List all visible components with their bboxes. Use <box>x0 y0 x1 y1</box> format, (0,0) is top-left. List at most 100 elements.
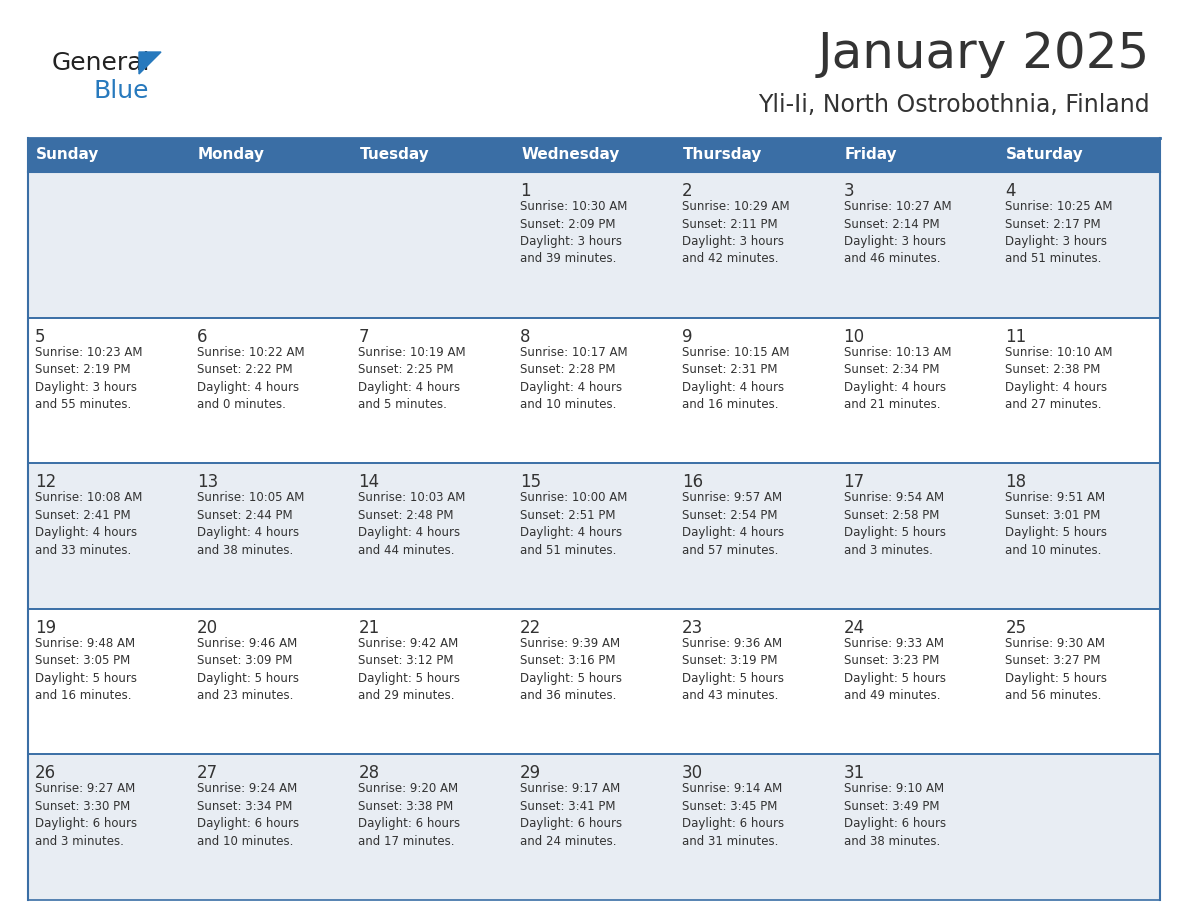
Text: 12: 12 <box>34 473 56 491</box>
Text: 23: 23 <box>682 619 703 637</box>
Text: Sunrise: 10:29 AM
Sunset: 2:11 PM
Daylight: 3 hours
and 42 minutes.: Sunrise: 10:29 AM Sunset: 2:11 PM Daylig… <box>682 200 790 265</box>
Bar <box>352 609 513 755</box>
Text: 22: 22 <box>520 619 542 637</box>
Text: Sunrise: 9:39 AM
Sunset: 3:16 PM
Daylight: 5 hours
and 36 minutes.: Sunrise: 9:39 AM Sunset: 3:16 PM Dayligh… <box>520 637 623 702</box>
Bar <box>675 464 836 609</box>
Bar <box>998 755 1159 900</box>
Bar <box>29 172 190 318</box>
Bar <box>29 609 190 755</box>
Bar <box>513 464 675 609</box>
Text: Sunrise: 10:22 AM
Sunset: 2:22 PM
Daylight: 4 hours
and 0 minutes.: Sunrise: 10:22 AM Sunset: 2:22 PM Daylig… <box>197 345 304 411</box>
Bar <box>352 138 513 172</box>
Text: Sunrise: 10:10 AM
Sunset: 2:38 PM
Daylight: 4 hours
and 27 minutes.: Sunrise: 10:10 AM Sunset: 2:38 PM Daylig… <box>1005 345 1113 411</box>
Text: 17: 17 <box>843 473 865 491</box>
Bar <box>836 172 998 318</box>
Bar <box>998 172 1159 318</box>
Text: 20: 20 <box>197 619 217 637</box>
Text: 31: 31 <box>843 765 865 782</box>
Bar <box>190 172 352 318</box>
Text: Sunrise: 9:20 AM
Sunset: 3:38 PM
Daylight: 6 hours
and 17 minutes.: Sunrise: 9:20 AM Sunset: 3:38 PM Dayligh… <box>359 782 461 848</box>
Text: Monday: Monday <box>197 148 265 162</box>
Bar <box>675 609 836 755</box>
Bar <box>836 609 998 755</box>
Bar <box>675 755 836 900</box>
Bar <box>998 464 1159 609</box>
Text: Sunrise: 10:00 AM
Sunset: 2:51 PM
Daylight: 4 hours
and 51 minutes.: Sunrise: 10:00 AM Sunset: 2:51 PM Daylig… <box>520 491 627 556</box>
Text: Sunrise: 9:27 AM
Sunset: 3:30 PM
Daylight: 6 hours
and 3 minutes.: Sunrise: 9:27 AM Sunset: 3:30 PM Dayligh… <box>34 782 137 848</box>
Text: Sunrise: 10:30 AM
Sunset: 2:09 PM
Daylight: 3 hours
and 39 minutes.: Sunrise: 10:30 AM Sunset: 2:09 PM Daylig… <box>520 200 627 265</box>
Bar <box>836 318 998 464</box>
Text: Sunrise: 10:19 AM
Sunset: 2:25 PM
Daylight: 4 hours
and 5 minutes.: Sunrise: 10:19 AM Sunset: 2:25 PM Daylig… <box>359 345 466 411</box>
Text: Sunrise: 9:30 AM
Sunset: 3:27 PM
Daylight: 5 hours
and 56 minutes.: Sunrise: 9:30 AM Sunset: 3:27 PM Dayligh… <box>1005 637 1107 702</box>
Bar <box>29 464 190 609</box>
Text: Sunrise: 9:17 AM
Sunset: 3:41 PM
Daylight: 6 hours
and 24 minutes.: Sunrise: 9:17 AM Sunset: 3:41 PM Dayligh… <box>520 782 623 848</box>
Text: 9: 9 <box>682 328 693 345</box>
Text: 19: 19 <box>34 619 56 637</box>
Bar <box>352 464 513 609</box>
Text: Sunrise: 9:36 AM
Sunset: 3:19 PM
Daylight: 5 hours
and 43 minutes.: Sunrise: 9:36 AM Sunset: 3:19 PM Dayligh… <box>682 637 784 702</box>
Text: Sunday: Sunday <box>36 148 100 162</box>
Text: 30: 30 <box>682 765 703 782</box>
Text: 4: 4 <box>1005 182 1016 200</box>
Text: Yli-Ii, North Ostrobothnia, Finland: Yli-Ii, North Ostrobothnia, Finland <box>758 93 1150 117</box>
Text: 27: 27 <box>197 765 217 782</box>
Bar <box>29 138 190 172</box>
Bar <box>513 172 675 318</box>
Text: Friday: Friday <box>845 148 897 162</box>
Text: 28: 28 <box>359 765 379 782</box>
Bar <box>998 138 1159 172</box>
Text: 16: 16 <box>682 473 703 491</box>
Text: Sunrise: 9:51 AM
Sunset: 3:01 PM
Daylight: 5 hours
and 10 minutes.: Sunrise: 9:51 AM Sunset: 3:01 PM Dayligh… <box>1005 491 1107 556</box>
Bar <box>836 138 998 172</box>
Text: Sunrise: 9:14 AM
Sunset: 3:45 PM
Daylight: 6 hours
and 31 minutes.: Sunrise: 9:14 AM Sunset: 3:45 PM Dayligh… <box>682 782 784 848</box>
Bar <box>513 138 675 172</box>
Bar <box>190 464 352 609</box>
Text: 10: 10 <box>843 328 865 345</box>
Bar <box>190 755 352 900</box>
Text: 5: 5 <box>34 328 45 345</box>
Text: Sunrise: 10:13 AM
Sunset: 2:34 PM
Daylight: 4 hours
and 21 minutes.: Sunrise: 10:13 AM Sunset: 2:34 PM Daylig… <box>843 345 952 411</box>
Bar <box>352 318 513 464</box>
Bar <box>513 318 675 464</box>
Text: 2: 2 <box>682 182 693 200</box>
Bar <box>190 318 352 464</box>
Bar <box>998 609 1159 755</box>
Text: Thursday: Thursday <box>683 148 763 162</box>
Bar <box>836 464 998 609</box>
Text: Sunrise: 10:27 AM
Sunset: 2:14 PM
Daylight: 3 hours
and 46 minutes.: Sunrise: 10:27 AM Sunset: 2:14 PM Daylig… <box>843 200 952 265</box>
Bar <box>352 172 513 318</box>
Text: January 2025: January 2025 <box>817 30 1150 78</box>
Text: 29: 29 <box>520 765 542 782</box>
Text: Sunrise: 10:08 AM
Sunset: 2:41 PM
Daylight: 4 hours
and 33 minutes.: Sunrise: 10:08 AM Sunset: 2:41 PM Daylig… <box>34 491 143 556</box>
Text: Sunrise: 9:57 AM
Sunset: 2:54 PM
Daylight: 4 hours
and 57 minutes.: Sunrise: 9:57 AM Sunset: 2:54 PM Dayligh… <box>682 491 784 556</box>
Text: 8: 8 <box>520 328 531 345</box>
Text: Sunrise: 9:42 AM
Sunset: 3:12 PM
Daylight: 5 hours
and 29 minutes.: Sunrise: 9:42 AM Sunset: 3:12 PM Dayligh… <box>359 637 461 702</box>
Bar <box>836 755 998 900</box>
Bar <box>675 318 836 464</box>
Text: Tuesday: Tuesday <box>360 148 429 162</box>
Text: 6: 6 <box>197 328 207 345</box>
Bar <box>29 318 190 464</box>
Text: Sunrise: 10:05 AM
Sunset: 2:44 PM
Daylight: 4 hours
and 38 minutes.: Sunrise: 10:05 AM Sunset: 2:44 PM Daylig… <box>197 491 304 556</box>
Text: 25: 25 <box>1005 619 1026 637</box>
Text: 24: 24 <box>843 619 865 637</box>
Text: 1: 1 <box>520 182 531 200</box>
Text: Sunrise: 9:46 AM
Sunset: 3:09 PM
Daylight: 5 hours
and 23 minutes.: Sunrise: 9:46 AM Sunset: 3:09 PM Dayligh… <box>197 637 298 702</box>
Text: General: General <box>52 51 151 75</box>
Text: Sunrise: 10:03 AM
Sunset: 2:48 PM
Daylight: 4 hours
and 44 minutes.: Sunrise: 10:03 AM Sunset: 2:48 PM Daylig… <box>359 491 466 556</box>
Text: 15: 15 <box>520 473 542 491</box>
Text: Sunrise: 10:17 AM
Sunset: 2:28 PM
Daylight: 4 hours
and 10 minutes.: Sunrise: 10:17 AM Sunset: 2:28 PM Daylig… <box>520 345 627 411</box>
Bar <box>513 609 675 755</box>
Bar <box>675 172 836 318</box>
Text: Saturday: Saturday <box>1006 148 1083 162</box>
Text: Sunrise: 9:24 AM
Sunset: 3:34 PM
Daylight: 6 hours
and 10 minutes.: Sunrise: 9:24 AM Sunset: 3:34 PM Dayligh… <box>197 782 299 848</box>
Text: 14: 14 <box>359 473 379 491</box>
Text: 18: 18 <box>1005 473 1026 491</box>
Text: Sunrise: 10:25 AM
Sunset: 2:17 PM
Daylight: 3 hours
and 51 minutes.: Sunrise: 10:25 AM Sunset: 2:17 PM Daylig… <box>1005 200 1113 265</box>
Text: 13: 13 <box>197 473 217 491</box>
Text: 11: 11 <box>1005 328 1026 345</box>
Text: Wednesday: Wednesday <box>522 148 619 162</box>
Bar <box>998 318 1159 464</box>
Bar <box>675 138 836 172</box>
Text: 3: 3 <box>843 182 854 200</box>
